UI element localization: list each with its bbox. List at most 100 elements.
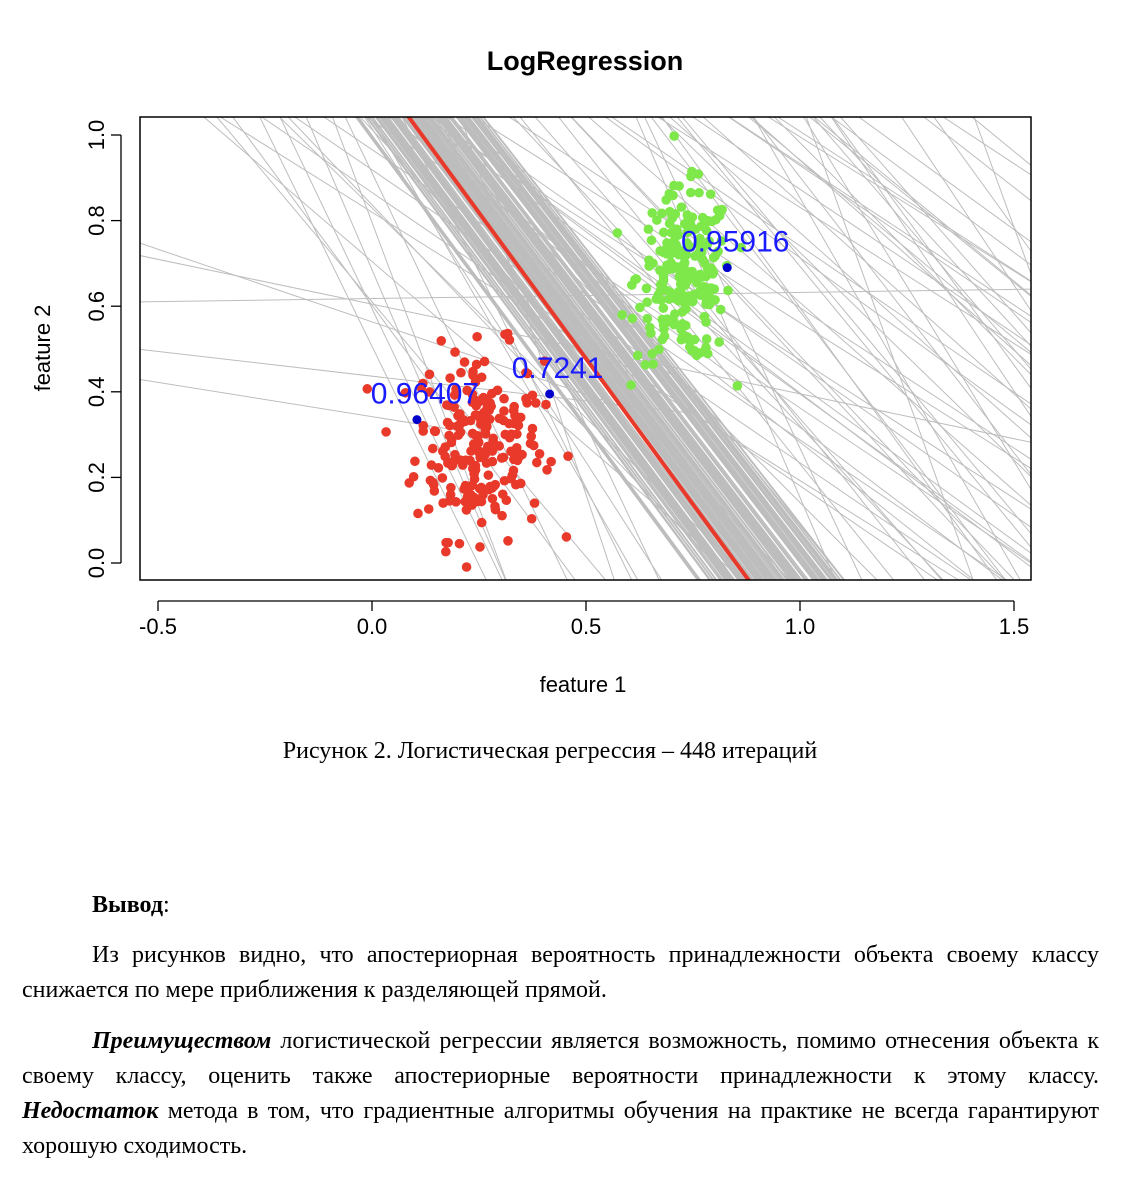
red-point: [494, 413, 505, 424]
red-point: [449, 402, 459, 412]
iteration-line: [773, 117, 1031, 376]
red-point: [424, 387, 435, 397]
red-point: [450, 449, 460, 460]
green-point: [695, 269, 705, 280]
red-point: [467, 397, 478, 408]
red-point: [442, 417, 453, 428]
red-point: [448, 459, 458, 469]
green-point: [682, 227, 693, 237]
red-point: [492, 385, 503, 396]
green-point: [643, 224, 654, 235]
probability-label: 0.96407: [371, 378, 479, 411]
red-point: [453, 430, 464, 441]
red-point: [440, 442, 451, 452]
x-tick-label: 0.5: [571, 614, 602, 639]
red-point: [563, 451, 573, 461]
red-point: [506, 446, 516, 457]
green-point: [663, 317, 673, 327]
red-point: [526, 513, 537, 524]
green-point: [687, 212, 698, 222]
decision-boundary-layer: [406, 117, 751, 580]
green-point: [682, 332, 693, 342]
iteration-line: [439, 117, 796, 580]
green-point: [657, 279, 668, 289]
iteration-line: [287, 117, 731, 580]
red-point: [436, 336, 447, 346]
green-point: [711, 214, 721, 225]
red-point: [467, 389, 478, 400]
green-point: [648, 359, 658, 369]
green-point: [658, 227, 669, 238]
green-point: [701, 334, 712, 344]
iteration-line: [691, 117, 1031, 346]
green-point: [642, 297, 652, 308]
iteration-line: [570, 117, 1005, 580]
iteration-line: [417, 117, 1031, 563]
red-point: [418, 378, 428, 389]
iteration-line: [702, 117, 1031, 410]
green-point: [663, 264, 673, 275]
red-point: [503, 536, 513, 546]
green-point: [702, 239, 713, 250]
iteration-line: [371, 117, 717, 580]
red-point: [472, 331, 482, 342]
red-point: [441, 598, 451, 608]
iteration-line: [140, 378, 458, 431]
iteration-line: [767, 117, 1031, 283]
red-point: [445, 373, 455, 383]
green-point: [665, 206, 675, 217]
iteration-line: [803, 117, 1031, 491]
red-point: [499, 406, 509, 416]
red-point: [483, 470, 494, 480]
iteration-line: [808, 117, 1031, 298]
green-point: [685, 187, 696, 198]
green-point: [736, 242, 746, 253]
iteration-line: [451, 117, 809, 580]
green-point: [693, 239, 704, 250]
iteration-line: [140, 242, 629, 410]
green-point: [670, 309, 680, 319]
red-point: [410, 456, 420, 467]
red-point: [499, 475, 510, 486]
green-point: [683, 267, 693, 277]
red-point: [484, 484, 494, 495]
iteration-line: [460, 117, 615, 580]
red-point: [508, 405, 519, 416]
red-point: [430, 426, 441, 437]
green-point: [668, 190, 678, 201]
iteration-line: [456, 117, 815, 580]
iteration-line: [728, 117, 1031, 317]
red-point: [454, 538, 465, 549]
red-point: [479, 356, 490, 367]
highlight-point: [412, 415, 422, 425]
green-point: [635, 302, 645, 313]
green-point: [647, 349, 657, 359]
iteration-line: [140, 255, 1031, 443]
red-point: [527, 390, 538, 401]
red-point: [467, 480, 478, 491]
green-point: [713, 246, 723, 257]
red-point: [475, 542, 485, 552]
red-point: [521, 368, 531, 378]
green-point: [632, 350, 643, 361]
conclusion-heading-suffix: :: [163, 892, 170, 918]
green-point: [664, 218, 675, 229]
red-point: [451, 384, 461, 394]
red-point: [481, 458, 492, 468]
green-point: [617, 310, 627, 320]
iteration-line: [534, 117, 943, 580]
green-point: [723, 285, 733, 296]
red-point: [527, 423, 538, 434]
iteration-line: [395, 117, 745, 580]
green-point: [675, 270, 685, 281]
probability-label: 0.7241: [512, 352, 604, 385]
green-point: [658, 303, 669, 313]
red-point: [479, 407, 489, 418]
iteration-line: [427, 117, 782, 580]
iteration-line: [570, 117, 1015, 580]
red-point: [437, 473, 448, 483]
red-point: [474, 483, 485, 494]
green-point: [684, 242, 695, 253]
iteration-lines: [140, 117, 1031, 580]
conclusion-paragraph-1: Из рисунков видно, что апостериорная вер…: [22, 942, 1099, 1003]
